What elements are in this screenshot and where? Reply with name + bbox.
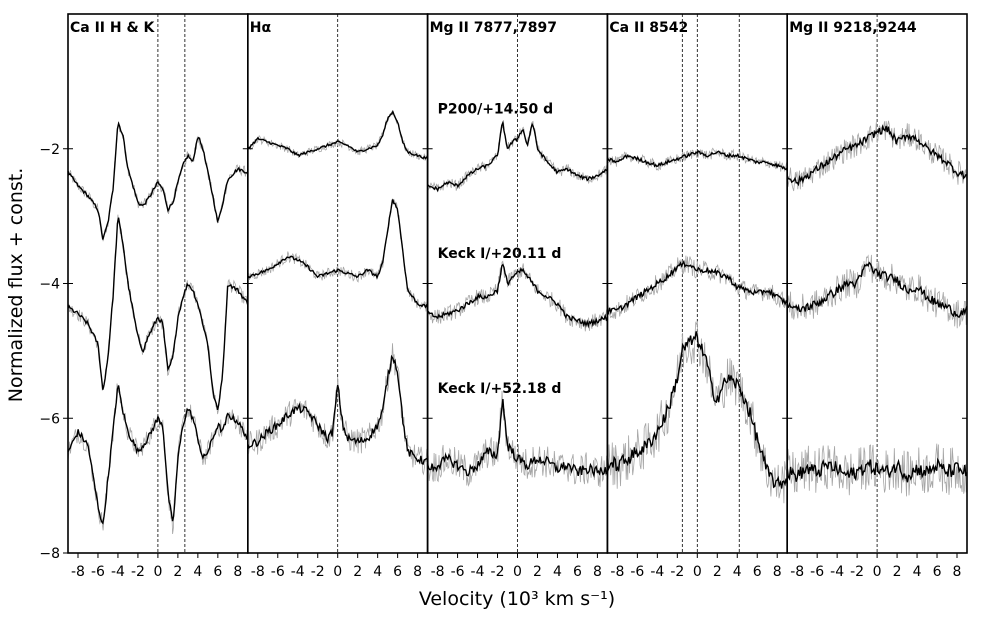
x-tick-label: -2 (850, 564, 864, 580)
x-tick-label: 0 (333, 564, 342, 580)
smoothed-spectrum-line (786, 124, 968, 187)
smoothed-spectrum-line (247, 109, 428, 160)
x-tick-label: -8 (431, 564, 445, 580)
x-tick-label: -2 (131, 564, 145, 580)
x-tick-label: 4 (733, 564, 742, 580)
raw-spectrum-line (786, 443, 968, 497)
x-tick-label: 0 (513, 564, 522, 580)
x-tick-label: 4 (193, 564, 202, 580)
x-tick-label: -6 (810, 564, 824, 580)
x-tick-label: 6 (393, 564, 402, 580)
smoothed-spectrum-line (247, 199, 429, 309)
x-tick-label: -8 (790, 564, 804, 580)
raw-spectrum-line (247, 343, 428, 476)
x-tick-label: -2 (311, 564, 325, 580)
y-tick-label: −6 (39, 411, 60, 427)
spectrum-label: P200/+14.50 d (438, 101, 554, 117)
x-tick-label: -8 (71, 564, 85, 580)
panel-title: Mg II 9218,9244 (789, 20, 917, 36)
x-tick-label: -6 (271, 564, 285, 580)
smoothed-spectrum-line (67, 121, 249, 240)
spectrum-labels: P200/+14.50 d Keck I/+20.11 d Keck I/+52.1… (438, 101, 562, 397)
smoothed-spectrum-line (786, 261, 968, 319)
x-tick-label: -6 (630, 564, 644, 580)
smoothed-spectrum-line (247, 354, 429, 465)
x-tick-label: 2 (533, 564, 542, 580)
x-tick-label: 8 (413, 564, 422, 580)
x-tick-label: 0 (693, 564, 702, 580)
smoothed-spectrum-line (426, 399, 609, 479)
x-tick-label: 4 (553, 564, 562, 580)
panel-2: Mg II 7877,7897 -8 -6 -4 -2 0 2 4 6 8 (426, 13, 609, 580)
smoothed-spectrum-line (67, 217, 249, 411)
panel-1: Hα -8 -6 -4 -2 0 2 4 6 8 (247, 13, 429, 580)
x-tick-label: -4 (471, 564, 485, 580)
x-tick-label: 2 (173, 564, 182, 580)
smoothed-spectrum-line (786, 457, 968, 483)
x-tick-label: -4 (650, 564, 664, 580)
x-tick-label: -8 (251, 564, 265, 580)
panel-title: Mg II 7877,7897 (430, 20, 557, 36)
y-axis-label: Normalized flux + const. (5, 168, 27, 403)
x-tick-label: 4 (373, 564, 382, 580)
x-tick-label: 2 (353, 564, 362, 580)
x-tick-label: 4 (913, 564, 922, 580)
panel-3: Ca II 8542 -8 -6 -4 -2 0 2 4 6 8 (606, 13, 789, 580)
y-axis-ticks: −2 −4 −6 −8 (39, 142, 68, 562)
smoothed-spectrum-line (426, 263, 608, 329)
panel-0: Ca II H & K -8 -6 -4 -2 0 2 4 6 8 (67, 13, 249, 580)
x-tick-label: 8 (953, 564, 962, 580)
x-tick-label: 2 (713, 564, 722, 580)
x-tick-label: 6 (753, 564, 762, 580)
panel-4: Mg II 9218,9244 -8 -6 -4 -2 0 2 4 6 8 (786, 13, 968, 580)
smoothed-spectrum-line (67, 385, 249, 525)
spectrum-label: Keck I/+20.11 d (438, 246, 562, 262)
x-tick-label: -2 (670, 564, 684, 580)
smoothed-spectrum-line (427, 120, 608, 193)
x-tick-label: 2 (893, 564, 902, 580)
x-tick-label: 8 (773, 564, 782, 580)
x-tick-label: -4 (830, 564, 844, 580)
x-tick-label: 8 (593, 564, 602, 580)
raw-spectrum-line (786, 120, 968, 192)
y-tick-label: −4 (39, 277, 60, 293)
x-tick-label: 0 (153, 564, 162, 580)
x-tick-label: 6 (213, 564, 222, 580)
smoothed-spectrum-line (606, 150, 788, 171)
x-axis-label: Velocity (10³ km s⁻¹) (419, 588, 615, 610)
x-tick-label: 0 (873, 564, 882, 580)
panel-title: Ca II H & K (70, 20, 156, 36)
x-tick-label: -6 (451, 564, 465, 580)
x-tick-label: 6 (933, 564, 942, 580)
x-tick-label: 6 (573, 564, 582, 580)
x-tick-label: -4 (111, 564, 125, 580)
y-tick-label: −2 (39, 142, 60, 158)
x-tick-label: -8 (610, 564, 624, 580)
smoothed-spectrum-line (606, 259, 788, 316)
spectrum-label: Keck I/+52.18 d (438, 381, 562, 397)
y-tick-label: −8 (39, 546, 60, 562)
x-tick-label: 8 (233, 564, 242, 580)
x-tick-label: -4 (291, 564, 305, 580)
panels-layer: Ca II H & K-8 -6 -4 -2 0 2 4 6 8Hα-8 -6 -4 -2 0 2 4 6 8M… (67, 13, 968, 580)
x-tick-label: -6 (91, 564, 105, 580)
smoothed-spectrum-line (606, 331, 788, 489)
panel-title: Ca II 8542 (609, 20, 688, 36)
x-tick-label: -2 (491, 564, 505, 580)
panel-title: Hα (250, 20, 272, 36)
